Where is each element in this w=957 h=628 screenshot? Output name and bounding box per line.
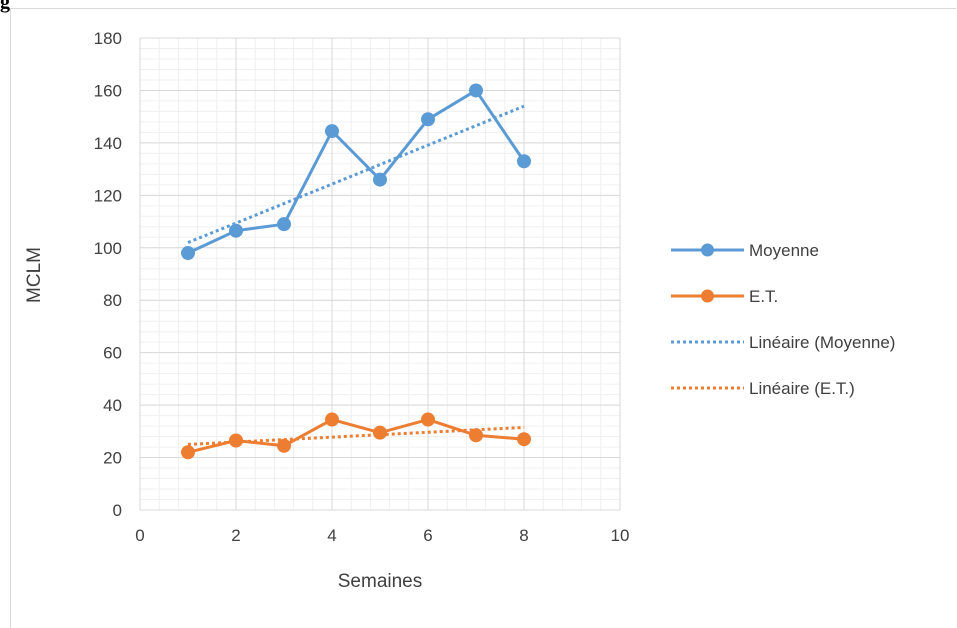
data-point [469,428,483,443]
data-point [181,445,195,460]
series-line [187,418,525,454]
data-point [277,217,291,232]
y-tick-label: 60 [103,344,122,363]
legend: Moyenne E.T. Linéaire (Moyenne) Linéaire (E… [671,241,895,398]
x-axis-label: Semaines [338,571,423,592]
data-series [181,83,531,460]
x-axis-ticks: 0 2 4 6 8 10 [135,526,629,545]
legend-label: Linéaire (Moyenne) [749,333,895,352]
legend-label: E.T. [749,287,778,306]
y-tick-label: 0 [113,501,122,520]
data-point [229,223,243,238]
legend-marker [701,289,714,303]
series-line [187,88,526,255]
data-point [517,432,531,447]
y-tick-label: 20 [103,449,122,468]
trendline [187,104,525,244]
y-tick-label: 100 [94,239,122,258]
x-tick-label: 6 [423,526,432,545]
x-tick-label: 8 [519,526,528,545]
x-tick-label: 2 [231,526,240,545]
y-tick-label: 80 [103,291,122,310]
y-tick-label: 160 [94,81,122,100]
y-tick-label: 120 [94,186,122,205]
data-point [181,246,195,261]
data-point [421,112,435,127]
data-point [277,438,291,453]
x-tick-label: 10 [611,526,630,545]
data-point [325,124,339,139]
x-tick-label: 0 [135,526,144,545]
data-point [373,425,387,440]
chart-frame [10,8,956,628]
data-point [229,433,243,448]
figure-label: g [0,0,10,13]
y-axis-label: MCLM [24,247,45,303]
data-point [421,412,435,427]
x-tick-label: 4 [327,526,336,545]
y-tick-label: 40 [103,396,122,415]
y-tick-label: 180 [94,29,122,48]
data-point [325,412,339,427]
y-axis-ticks: 0 20 40 60 80 100 120 140 160 180 [94,29,122,520]
data-point [373,172,387,187]
legend-label: Moyenne [749,241,819,260]
legend-marker [701,243,714,257]
legend-label: Linéaire (E.T.) [749,379,855,398]
data-point [469,83,483,98]
data-point [517,154,531,169]
y-tick-label: 140 [94,134,122,153]
